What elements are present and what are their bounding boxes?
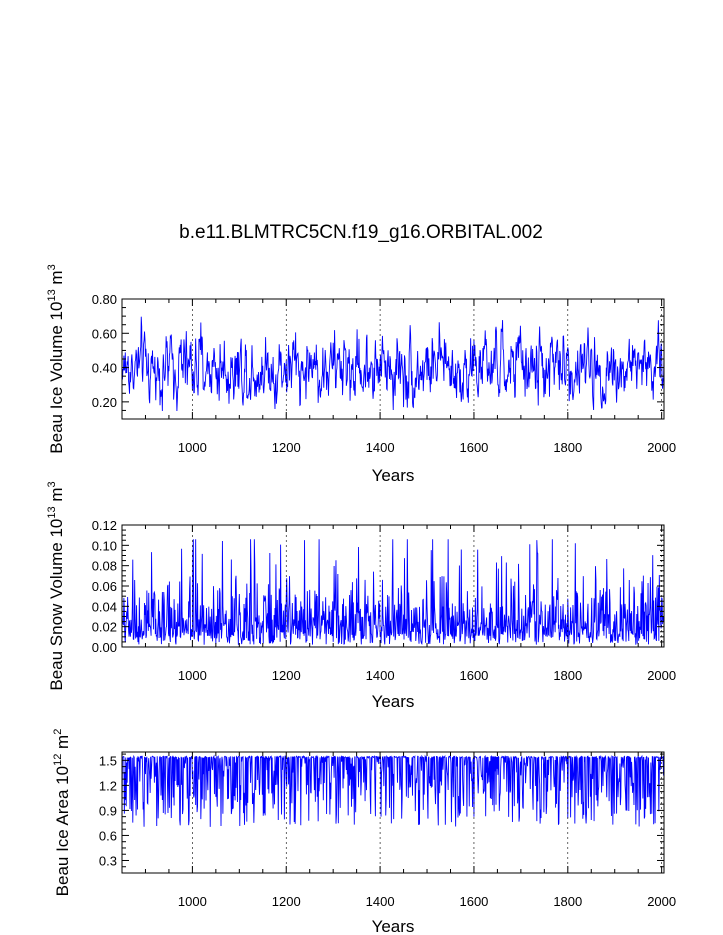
panel-3: 1000 1200 1400 1600 1800 2000 0.3 0.6 0.9 1.2 1.5 Y…	[52, 729, 676, 935]
x-tick-label: 1800	[553, 668, 582, 683]
panels: 1000 1200 1400 1600 1800 2000 0.20 0.40 0.60 0.80…	[46, 264, 676, 935]
x-tick-label: 1000	[178, 440, 207, 455]
y-tick-label: 0.10	[92, 538, 117, 553]
data-line-3	[122, 754, 664, 827]
y-tick-label: 0.04	[92, 599, 117, 614]
y-tick-label: 0.40	[92, 361, 117, 376]
y-tick-label: 0.00	[92, 640, 117, 655]
data-line-2	[122, 539, 664, 646]
y-axis-label: Beau Snow Volume 1013 m3	[46, 481, 66, 690]
x-tick-label: 1400	[366, 440, 395, 455]
y-tick-label: 0.12	[92, 518, 117, 533]
figure-title: b.e11.BLMTRC5CN.f19_g16.ORBITAL.002	[179, 222, 543, 243]
x-tick-label: 1800	[553, 440, 582, 455]
x-tick-label: 1000	[178, 668, 207, 683]
y-axis-label: Beau Ice Volume 1013 m3	[46, 264, 66, 453]
x-tick-label: 1600	[459, 668, 488, 683]
y-tick-label: 0.60	[92, 326, 117, 341]
y-tick-label: 0.06	[92, 579, 117, 594]
x-tick-label: 1600	[459, 440, 488, 455]
x-axis-label: Years	[372, 917, 415, 935]
x-tick-label: 1600	[459, 894, 488, 909]
y-tick-label: 0.02	[92, 620, 117, 635]
y-tick-label: 0.6	[99, 828, 117, 843]
y-tick-label: 0.80	[92, 292, 117, 307]
y-axis-label: Beau Ice Area 1012 m2	[52, 729, 72, 897]
x-tick-label: 2000	[647, 440, 676, 455]
y-tick-label: 1.2	[99, 778, 117, 793]
x-tick-label: 1000	[178, 894, 207, 909]
x-axis-label: Years	[372, 466, 415, 485]
plot-frame	[121, 751, 665, 874]
x-tick-label: 2000	[647, 894, 676, 909]
y-tick-label: 0.08	[92, 559, 117, 574]
y-tick-label: 0.3	[99, 853, 117, 868]
data-line-1	[122, 316, 664, 412]
x-tick-label: 1200	[272, 668, 301, 683]
y-tick-label: 0.20	[92, 395, 117, 410]
panel-2: 1000 1200 1400 1600 1800 2000 0.00 0.02 0.04 0.06…	[46, 481, 676, 711]
x-axis-label: Years	[372, 692, 415, 711]
x-tick-label: 1200	[272, 894, 301, 909]
x-tick-label: 1400	[366, 894, 395, 909]
x-tick-label: 1200	[272, 440, 301, 455]
x-tick-label: 2000	[647, 668, 676, 683]
panel-1: 1000 1200 1400 1600 1800 2000 0.20 0.40 0.60 0.80…	[46, 264, 676, 485]
y-tick-label: 1.5	[99, 753, 117, 768]
x-tick-label: 1400	[366, 668, 395, 683]
y-tick-label: 0.9	[99, 803, 117, 818]
x-tick-label: 1800	[553, 894, 582, 909]
